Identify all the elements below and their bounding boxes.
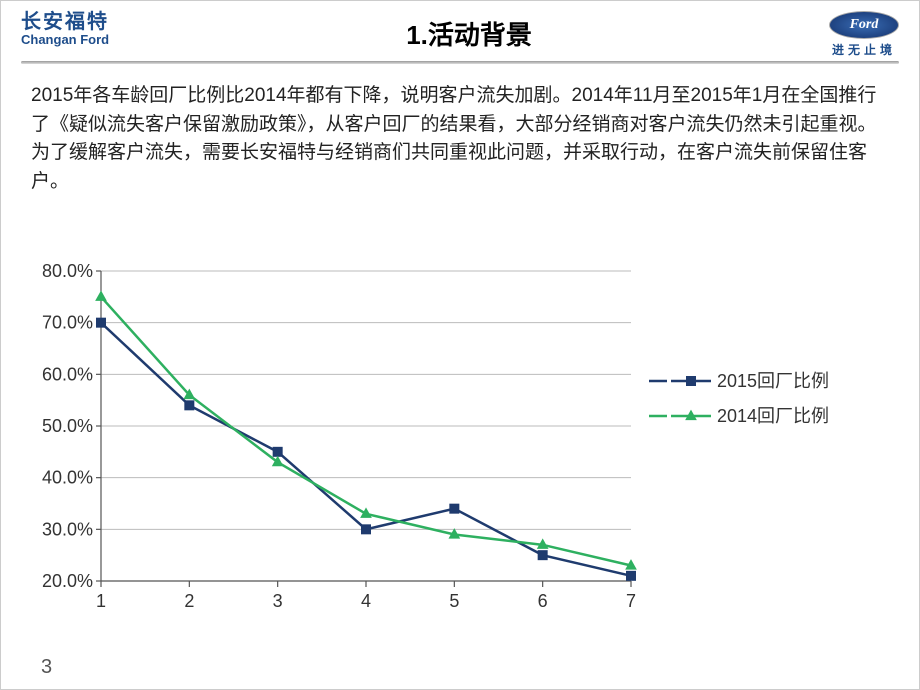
logo-left-cn: 长安福特 <box>21 11 109 33</box>
slide-title: 1.活动背景 <box>109 15 829 52</box>
body-paragraph: 2015年各车龄回厂比例比2014年都有下降，说明客户流失加剧。2014年11月… <box>1 82 919 196</box>
svg-text:1: 1 <box>96 591 106 611</box>
svg-text:2014回厂比例: 2014回厂比例 <box>717 406 829 426</box>
svg-text:2: 2 <box>184 591 194 611</box>
svg-text:30.0%: 30.0% <box>42 519 93 539</box>
header-divider <box>21 61 899 64</box>
svg-text:40.0%: 40.0% <box>42 468 93 488</box>
svg-text:4: 4 <box>361 591 371 611</box>
svg-text:2015回厂比例: 2015回厂比例 <box>717 371 829 391</box>
svg-text:6: 6 <box>538 591 548 611</box>
ford-tagline: 进无止境 <box>829 41 899 58</box>
svg-text:5: 5 <box>449 591 459 611</box>
svg-text:60.0%: 60.0% <box>42 364 93 384</box>
svg-text:7: 7 <box>626 591 636 611</box>
svg-text:3: 3 <box>273 591 283 611</box>
page-number: 3 <box>41 656 52 679</box>
return-ratio-chart: 20.0% 30.0% 40.0% 50.0% 60.0% 70.0% 80.0% 1 2 3 4 5… <box>31 251 891 631</box>
logo-left-en: Changan Ford <box>21 33 109 47</box>
svg-text:70.0%: 70.0% <box>42 313 93 333</box>
header: 长安福特 Changan Ford 1.活动背景 Ford 进无止境 <box>1 1 919 61</box>
svg-text:50.0%: 50.0% <box>42 416 93 436</box>
svg-text:80.0%: 80.0% <box>42 261 93 281</box>
ford-logo: Ford 进无止境 <box>829 11 899 58</box>
svg-text:20.0%: 20.0% <box>42 571 93 591</box>
changan-ford-logo: 长安福特 Changan Ford <box>21 11 109 47</box>
ford-oval-icon: Ford <box>829 11 899 39</box>
